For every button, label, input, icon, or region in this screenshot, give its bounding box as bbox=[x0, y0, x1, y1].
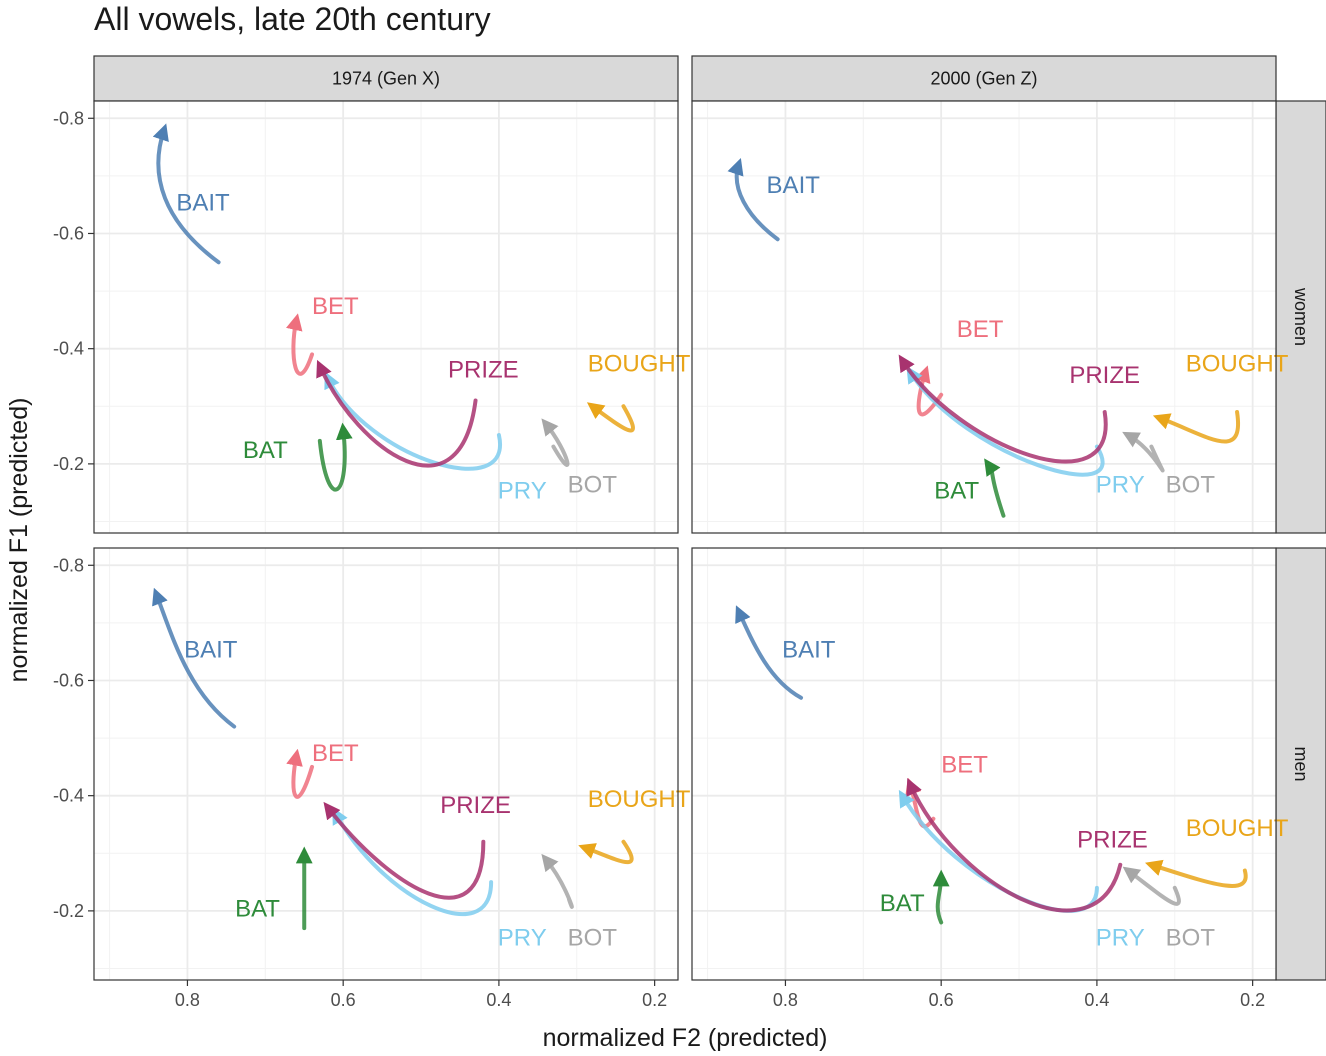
x-tick-label: 0.8 bbox=[175, 990, 200, 1010]
vowel-label-bait: BAIT bbox=[767, 172, 821, 199]
vowel-label-pry: PRY bbox=[1096, 472, 1145, 499]
trajectory-bat bbox=[317, 422, 353, 492]
vowel-label-bet: BET bbox=[312, 740, 359, 767]
vowel-label-bet: BET bbox=[941, 752, 988, 779]
trajectory-bat bbox=[984, 458, 1006, 518]
vowel-label-bot: BOT bbox=[1166, 924, 1216, 951]
trajectory-pry bbox=[332, 807, 494, 916]
panel-border bbox=[93, 547, 679, 981]
vowel-label-bat: BAT bbox=[934, 477, 979, 504]
trajectory-prize bbox=[898, 354, 1108, 464]
vowel-label-bait: BAIT bbox=[176, 189, 230, 216]
trajectory-bought bbox=[1145, 859, 1248, 888]
panel-border bbox=[93, 100, 679, 534]
vowel-label-bought: BOUGHT bbox=[588, 786, 691, 813]
trajectory-bot bbox=[541, 418, 570, 467]
vowel-label-bat: BAT bbox=[880, 890, 925, 917]
facet-panel: BAIT BET BAT PRY PRIZE BOT BOUGHT bbox=[93, 547, 691, 981]
facet-panel: BAIT BET BAT PRY PRIZE BOT BOUGHT bbox=[691, 100, 1289, 534]
row-strip-label: women bbox=[1291, 287, 1311, 346]
x-tick-label: 0.2 bbox=[1240, 990, 1265, 1010]
vowel-label-bot: BOT bbox=[568, 472, 618, 499]
y-tick-label: -0.8 bbox=[53, 108, 84, 128]
vowel-label-bait: BAIT bbox=[782, 636, 836, 663]
panel-background bbox=[94, 101, 678, 533]
vowel-label-prize: PRIZE bbox=[1077, 827, 1148, 854]
x-tick-label: 0.6 bbox=[929, 990, 954, 1010]
vowel-label-bought: BOUGHT bbox=[1186, 351, 1289, 378]
row-strip-label: men bbox=[1291, 746, 1311, 781]
vowel-label-prize: PRIZE bbox=[440, 792, 511, 819]
vowel-label-bait: BAIT bbox=[184, 636, 238, 663]
y-axis-title: normalized F1 (predicted) bbox=[5, 398, 33, 683]
vowel-label-bat: BAT bbox=[243, 437, 288, 464]
x-tick-label: 0.6 bbox=[331, 990, 356, 1010]
vowel-label-bet: BET bbox=[312, 293, 359, 320]
y-tick-label: -0.4 bbox=[53, 786, 84, 806]
y-tick-label: -0.8 bbox=[53, 555, 84, 575]
trajectory-bet bbox=[914, 365, 944, 417]
trajectory-bait bbox=[727, 157, 780, 242]
x-tick-label: 0.4 bbox=[486, 990, 511, 1010]
panel-border bbox=[691, 100, 1277, 534]
vowel-label-bought: BOUGHT bbox=[1186, 815, 1289, 842]
x-tick-label: 0.4 bbox=[1084, 990, 1109, 1010]
facet-panel: BAIT BET BAT PRY PRIZE BOT BOUGHT bbox=[93, 100, 691, 534]
y-tick-label: -0.2 bbox=[53, 901, 84, 921]
trajectory-bait bbox=[735, 605, 804, 700]
trajectory-prize bbox=[316, 359, 478, 468]
panel-background bbox=[692, 548, 1276, 980]
y-tick-label: -0.6 bbox=[53, 670, 84, 690]
trajectory-prize bbox=[323, 801, 486, 900]
vowel-label-pry: PRY bbox=[498, 477, 547, 504]
trajectory-bat bbox=[932, 869, 950, 925]
y-tick-label: -0.6 bbox=[53, 223, 84, 243]
column-strip-label: 2000 (Gen Z) bbox=[930, 69, 1037, 89]
trajectory-bought bbox=[578, 839, 634, 865]
panel-background bbox=[692, 101, 1276, 533]
vowel-label-bought: BOUGHT bbox=[588, 351, 691, 378]
y-tick-label: -0.4 bbox=[53, 339, 84, 359]
vowel-label-pry: PRY bbox=[498, 924, 547, 951]
panels-layer: 1974 (Gen X) 2000 (Gen Z)womenmenBAITBETB… bbox=[53, 55, 1326, 1010]
vowel-label-pry: PRY bbox=[1096, 924, 1145, 951]
trajectory-pry bbox=[324, 371, 503, 471]
trajectory-bait bbox=[152, 587, 237, 729]
column-strip-label: 1974 (Gen X) bbox=[332, 69, 440, 89]
trajectory-bot bbox=[1122, 431, 1165, 473]
trajectory-bet bbox=[286, 748, 315, 799]
trajectory-bought bbox=[586, 402, 635, 433]
x-tick-label: 0.8 bbox=[773, 990, 798, 1010]
x-tick-label: 0.2 bbox=[642, 990, 667, 1010]
trajectory-prize bbox=[906, 778, 1123, 913]
vowel-label-prize: PRIZE bbox=[1069, 362, 1140, 389]
facet-panel: BAIT BET BAT PRY PRIZE BOT BOUGHT bbox=[691, 547, 1289, 981]
panel-border bbox=[691, 547, 1277, 981]
trajectory-bought bbox=[1152, 410, 1241, 444]
row-strip bbox=[1275, 547, 1326, 981]
column-strip bbox=[93, 55, 679, 102]
trajectory-bet bbox=[286, 313, 315, 376]
chart-title: All vowels, late 20th century bbox=[94, 1, 491, 37]
trajectory-bot bbox=[541, 853, 574, 909]
vowel-label-bot: BOT bbox=[1166, 472, 1216, 499]
trajectory-pry bbox=[906, 366, 1105, 477]
vowel-label-bet: BET bbox=[957, 316, 1004, 343]
vowel-label-bot: BOT bbox=[568, 924, 618, 951]
trajectory-bait bbox=[152, 123, 221, 265]
panel-background bbox=[94, 548, 678, 980]
vowel-label-bat: BAT bbox=[235, 896, 280, 923]
x-axis-title: normalized F2 (predicted) bbox=[543, 1024, 828, 1052]
y-tick-label: -0.2 bbox=[53, 454, 84, 474]
column-strip bbox=[691, 55, 1277, 102]
trajectory-bot bbox=[1122, 866, 1181, 906]
vowel-label-prize: PRIZE bbox=[448, 356, 519, 383]
